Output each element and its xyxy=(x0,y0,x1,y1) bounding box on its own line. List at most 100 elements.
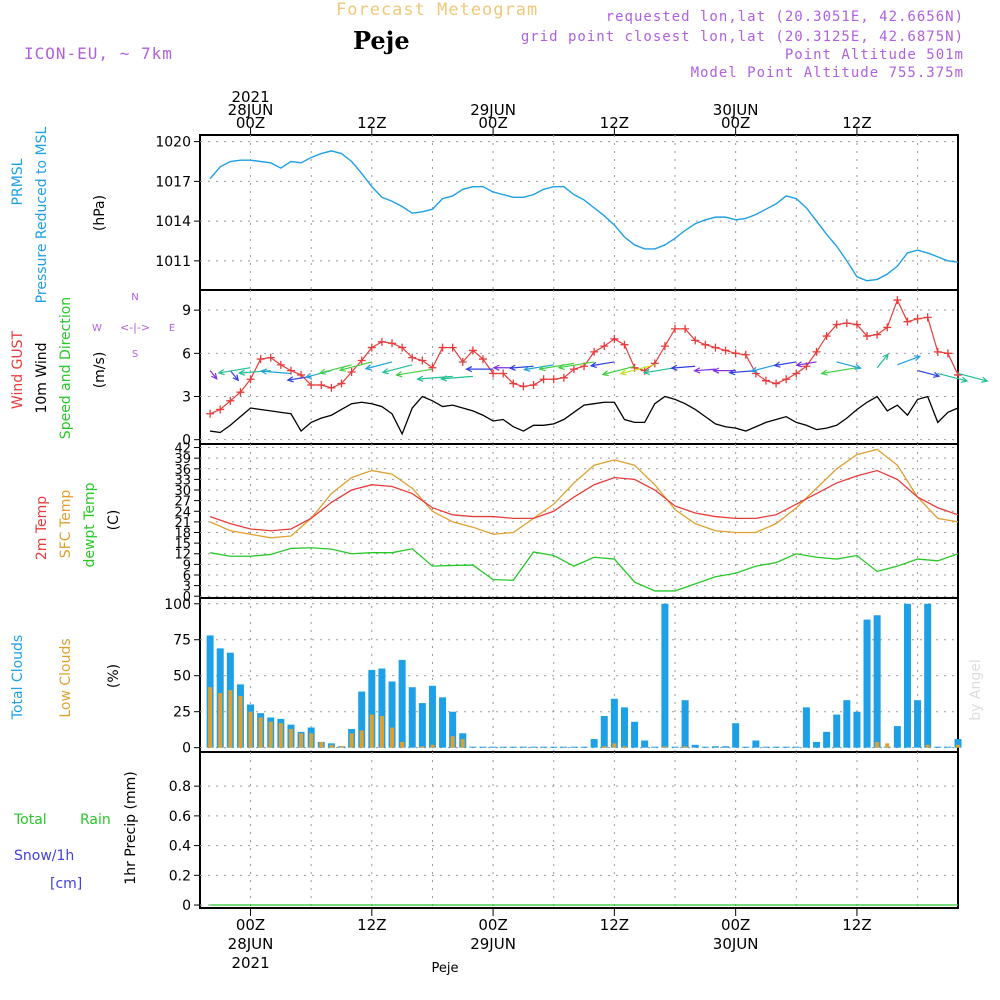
wind-arrow xyxy=(439,375,473,382)
low-cloud-bar xyxy=(612,743,617,748)
wind-arrow xyxy=(917,370,941,378)
cm-label: [cm] xyxy=(50,876,82,892)
low-cloud-bar xyxy=(349,733,354,748)
wind-arrow-shaft xyxy=(539,362,575,370)
total-cloud-bar xyxy=(742,746,750,748)
temp-2m-line xyxy=(209,469,959,532)
gust-point xyxy=(307,380,316,389)
gust-point xyxy=(903,317,912,326)
gust-point xyxy=(741,350,750,359)
wind-arrow-head xyxy=(961,376,969,383)
temperature-y-tick-label: 12 xyxy=(174,548,191,563)
wind-arrow xyxy=(538,362,575,372)
wind-arrow-head xyxy=(217,368,225,376)
wind-arrow xyxy=(229,370,240,382)
snow-label: Snow/1h xyxy=(14,848,74,864)
gust-point xyxy=(478,355,487,364)
wind-arrow-head xyxy=(395,371,403,378)
precip-y-tick-label: 0 xyxy=(182,898,191,914)
total-label: Total xyxy=(13,812,47,828)
total-cloud-bar xyxy=(600,716,608,748)
time-label-bottom: 00Z xyxy=(721,916,750,934)
total-cloud-bar xyxy=(580,746,588,748)
temperature-y-tick-label: 39 xyxy=(174,452,191,467)
gust-point xyxy=(792,369,801,378)
wind-arrow-shaft xyxy=(644,367,676,374)
wind-arrow xyxy=(601,365,635,377)
gust-point xyxy=(620,340,629,349)
wind-arrow xyxy=(589,361,615,369)
total-cloud-bar xyxy=(944,746,952,748)
gust-point xyxy=(438,343,447,352)
wind-arrow-head xyxy=(728,369,736,376)
low-cloud-bar xyxy=(208,687,213,748)
low-cloud-bar xyxy=(602,746,607,748)
low-cloud-bar xyxy=(956,744,960,748)
time-label-bottom: 2021 xyxy=(231,954,269,972)
total-cloud-bar xyxy=(893,726,901,748)
total-cloud-bar xyxy=(833,714,841,748)
wind-arrow-head xyxy=(557,363,565,370)
gust-point xyxy=(782,375,791,384)
panel-frame-4 xyxy=(199,751,959,909)
wind-arrow xyxy=(773,361,797,368)
wind-arrow xyxy=(876,353,889,369)
wind-arrow-head xyxy=(508,364,516,371)
wind-10m-line xyxy=(210,395,959,436)
low-cloud-bar xyxy=(875,741,880,748)
low-cloud-bar xyxy=(390,727,395,748)
location-title: Peje xyxy=(353,26,410,55)
pressure-ylabel-1: PRMSL xyxy=(10,158,26,205)
temperature-y-tick-label: 21 xyxy=(174,516,191,531)
total-cloud-bar xyxy=(813,741,821,748)
sfc-temp-line xyxy=(209,448,959,539)
clouds-y-tick-label: 0 xyxy=(182,741,191,757)
wind-arrow-shaft xyxy=(340,361,372,371)
pressure-line xyxy=(209,150,959,282)
time-label-top: 00Z xyxy=(721,114,750,132)
wind-arrow-head xyxy=(232,374,240,382)
gust-point xyxy=(266,353,275,362)
total-cloud-bar xyxy=(439,697,447,748)
gust-point xyxy=(246,375,255,384)
chart-title: Forecast Meteogram xyxy=(336,0,539,20)
wind-arrow-shaft xyxy=(694,368,716,372)
time-label-bottom: 12Z xyxy=(357,916,386,934)
wind-arrow xyxy=(937,372,969,383)
wind-unit: (m/s) xyxy=(92,352,108,389)
wind-arrow-head xyxy=(523,365,531,372)
gust-point xyxy=(448,343,457,352)
total-cloud-bar xyxy=(479,746,487,748)
gust-point xyxy=(569,365,578,374)
total-cloud-bar xyxy=(752,740,760,748)
wind-arrow-head xyxy=(795,361,803,368)
gust-point xyxy=(852,320,861,329)
wind-10m-ylabel: 10m Wind xyxy=(34,342,50,413)
low-cloud-bar xyxy=(430,744,435,748)
gust-point xyxy=(893,296,902,305)
precip-y-tick-label: 0.2 xyxy=(169,868,191,884)
gust-point xyxy=(913,314,922,323)
gust-point xyxy=(832,320,841,329)
wind-arrow-head xyxy=(642,368,651,376)
clouds-y-tick-label: 50 xyxy=(173,669,191,685)
total-cloud-bar xyxy=(792,746,800,748)
wind-arrow xyxy=(318,364,352,375)
wind-arrow xyxy=(508,364,534,371)
wind-arrow xyxy=(750,364,777,373)
wind-arrow xyxy=(395,368,433,378)
gust-point xyxy=(590,347,599,356)
wind-arrow xyxy=(693,367,716,374)
total-cloud-bar xyxy=(903,603,911,748)
temperature-y-tick-label: 3 xyxy=(183,580,191,595)
temperature-y-tick-label: 36 xyxy=(174,463,191,478)
total-cloud-bar xyxy=(681,700,689,748)
total-cloud-bar xyxy=(762,746,770,748)
wind-arrow xyxy=(897,355,922,366)
total-cloud-bar xyxy=(550,746,558,748)
wind-arrow xyxy=(795,361,817,368)
total-cloud-bar xyxy=(388,681,396,748)
wind-arrow xyxy=(338,361,372,372)
total-cloud-bar xyxy=(418,703,426,748)
rain-label: Rain xyxy=(80,812,111,828)
